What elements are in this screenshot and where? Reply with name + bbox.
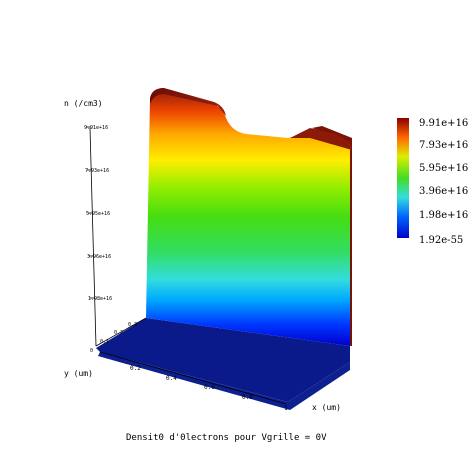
z-tick-label: 5.95e+16: [86, 211, 110, 217]
surface-front: [146, 88, 350, 346]
y-tick-label: 0: [90, 348, 93, 354]
z-ticks: [86, 126, 95, 299]
x-tick-label: 0.4: [166, 375, 177, 382]
z-tick-label: 9.91e+16: [84, 125, 108, 131]
x-tick-label: 1: [284, 405, 288, 412]
x-axis-line: [99, 351, 287, 405]
x-tick-label: 0.2: [130, 365, 141, 372]
colorbar-label: 3.96e+16: [419, 186, 468, 197]
y-tick-label: 0.3: [128, 322, 137, 328]
surface-right-ledge: [290, 128, 352, 150]
y-tick-label: 0.2: [114, 330, 123, 336]
x-tick-label: 0.6: [204, 384, 215, 391]
z-axis-label: n (/cm3): [64, 99, 103, 108]
colorbar-label: 1.92e-55: [419, 235, 463, 246]
x-axis-label: x (um): [312, 403, 341, 412]
z-tick-label: 3.96e+16: [87, 254, 111, 260]
colorbar-label: 1.98e+16: [419, 210, 468, 221]
colorbar-label: 9.91e+16: [419, 118, 468, 129]
colorbar-label: 5.95e+16: [419, 163, 468, 174]
x-tick-label: 0.8: [242, 394, 253, 401]
y-tick-label: 0.1: [100, 339, 109, 345]
colorbar: [397, 118, 409, 238]
surface-floor: [96, 318, 350, 402]
y-axis-line: [95, 317, 147, 347]
chart-title: Densit0 d'0lectrons pour Vgrille = 0V: [126, 433, 327, 443]
colorbar-label: 7.93e+16: [419, 140, 468, 151]
surface-top-ridge: [150, 88, 226, 116]
z-tick-label: 7.93e+16: [85, 168, 109, 174]
y-axis-label: y (um): [64, 369, 93, 378]
z-axis-line: [89, 127, 97, 347]
z-tick-label: 1.98e+16: [88, 296, 112, 302]
